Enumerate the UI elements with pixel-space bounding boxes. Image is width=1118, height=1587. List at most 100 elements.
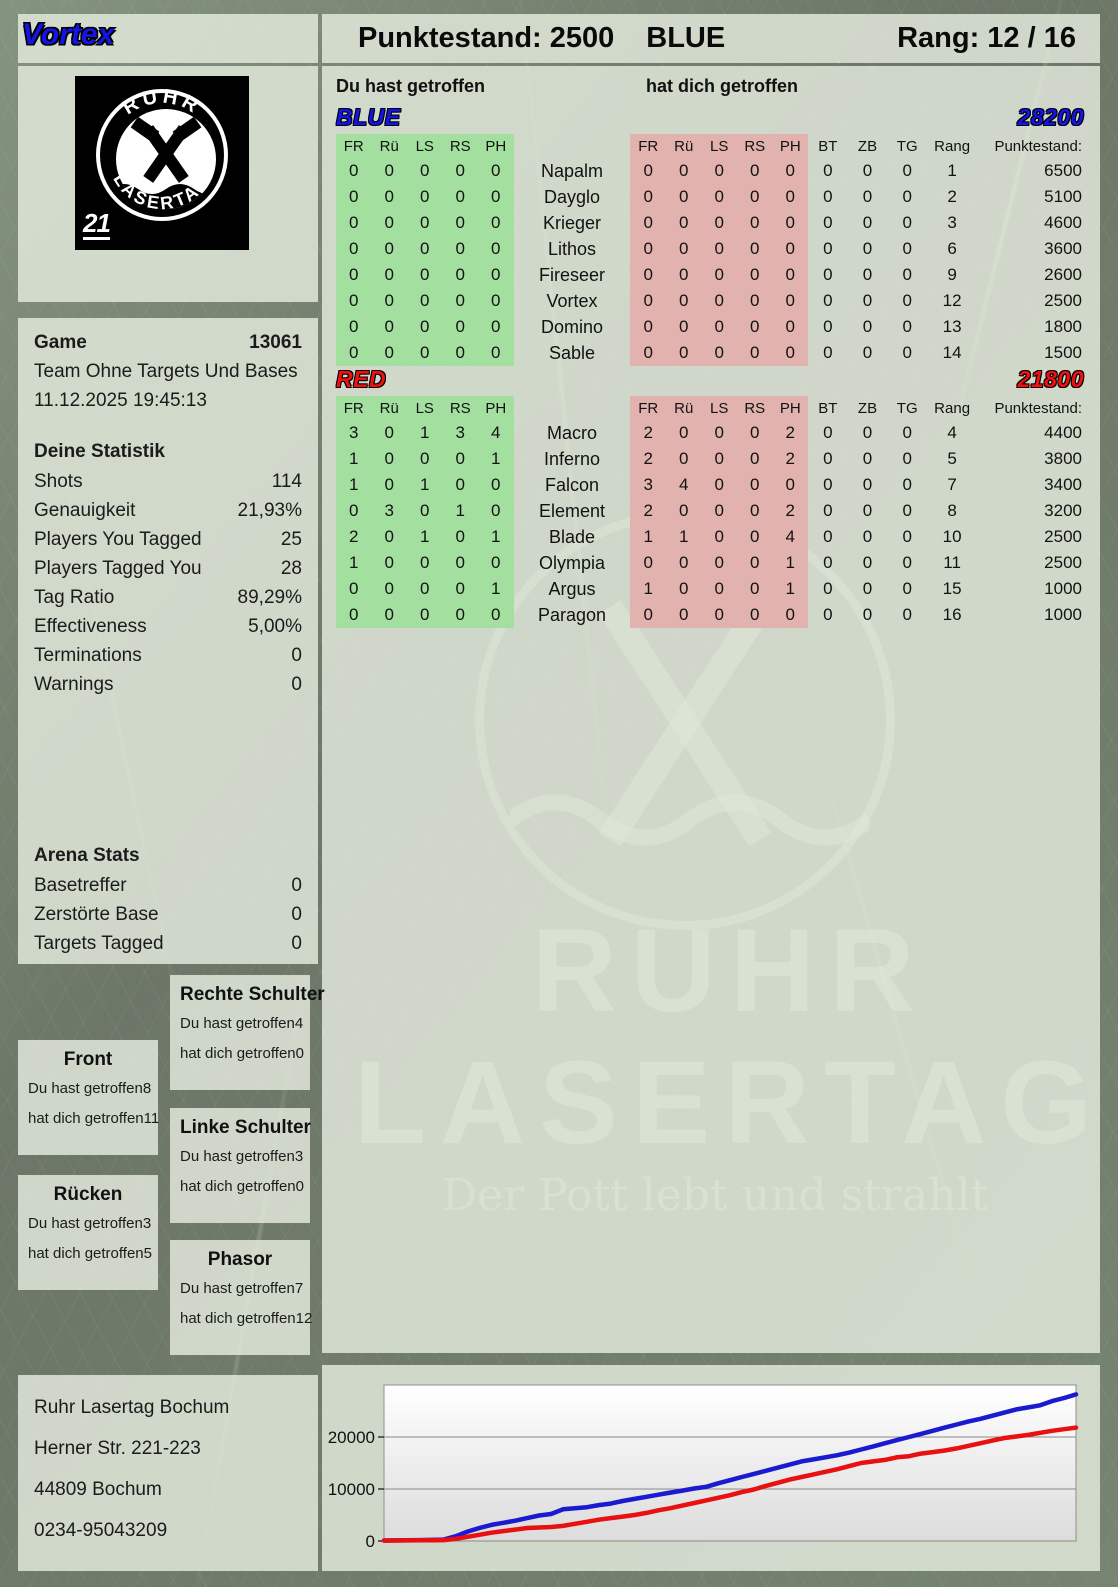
stat-value: 0 [291,645,302,666]
cell-them-RS: 0 [736,236,773,262]
cell-you-Rü: 0 [371,602,407,628]
arena-stat-row: Basetreffer 0 [34,871,302,900]
game-row: Game 13061 [34,328,302,357]
address-line-2: Herner Str. 221-223 [34,1438,201,1459]
table-row[interactable]: 0 3 0 1 0 Element 2 0 0 0 2 0 0 0 8 3200 [336,498,1086,524]
cell-you-FR: 0 [336,340,372,366]
cell-score: 4600 [1044,213,1082,232]
table-row[interactable]: 0 0 0 0 1 Argus 1 0 0 0 1 0 0 0 15 1000 [336,576,1086,602]
table-row[interactable]: 0 0 0 0 0 Vortex 0 0 0 0 0 0 0 0 12 2500 [336,288,1086,314]
cell-you-RS: 0 [442,210,478,236]
table-row[interactable]: 0 0 0 0 0 Sable 0 0 0 0 0 0 0 0 14 1500 [336,340,1086,366]
cell-them-RS: 0 [736,288,773,314]
label-you-hit: Du hast getroffen [336,76,486,96]
bodypart-you-row: Du hast getroffen 7 [180,1274,303,1304]
table-row[interactable]: 0 0 0 0 0 Napalm 0 0 0 0 0 0 0 0 1 6500 [336,158,1086,184]
stat-value: 25 [280,529,302,550]
table-row[interactable]: 0 0 0 0 0 Krieger 0 0 0 0 0 0 0 0 3 4600 [336,210,1086,236]
cell-them-FR: 0 [630,550,666,576]
cell-them-PH: 0 [772,314,808,340]
cell-player-name: Napalm [540,160,603,181]
arena-stat-value: 0 [291,904,302,925]
bodypart-you-label: Du hast getroffen [180,1015,295,1032]
cell-them-Rü: 0 [665,498,702,524]
cell-ZB: 0 [862,475,873,494]
cell-you-Rü: 0 [371,314,407,340]
table-row[interactable]: 1 0 0 0 0 Olympia 0 0 0 0 1 0 0 0 11 2500 [336,550,1086,576]
col-header-score: Punktestand: [994,137,1082,155]
stat-value: 21,93% [237,500,302,521]
cell-player-name: Olympia [538,552,605,573]
cell-BT: 0 [823,553,833,572]
cell-you-FR: 0 [336,576,372,602]
table-row[interactable]: 0 0 0 0 0 Lithos 0 0 0 0 0 0 0 0 6 3600 [336,236,1086,262]
col-header-TG: TG [896,137,918,155]
cell-BT: 0 [823,605,833,624]
cell-you-Rü: 0 [371,472,407,498]
table-row[interactable]: 1 0 0 0 1 Inferno 2 0 0 0 2 0 0 0 5 3800 [336,446,1086,472]
bodypart-title: Rechte Schulter [180,984,325,1005]
cell-you-FR: 3 [336,420,372,446]
cell-ZB: 0 [862,291,873,310]
cell-them-FR: 0 [630,314,666,340]
cell-BT: 0 [823,579,833,598]
cell-you-PH: 0 [478,472,514,498]
header-team: BLUE [646,22,726,54]
cell-them-LS: 0 [701,420,737,446]
cell-you-LS: 1 [407,524,443,550]
stat-label: Warnings [34,674,114,695]
game-datetime: 11.12.2025 19:45:13 [34,390,207,411]
cell-you-Rü: 0 [371,576,407,602]
personal-stats-heading: Deine Statistik [34,441,165,462]
table-row[interactable]: 2 0 1 0 1 Blade 1 1 0 0 4 0 0 0 10 2500 [336,524,1086,550]
cell-them-FR: 2 [630,420,666,446]
table-header-row: FR Rü LS RS PH FR Rü LS RS PH BT ZB TG Rang Punktestan… [336,396,1086,420]
cell-them-FR: 2 [630,498,666,524]
table-row[interactable]: 1 0 1 0 0 Falcon 3 4 0 0 0 0 0 0 7 3400 [336,472,1086,498]
cell-you-FR: 1 [336,472,372,498]
cell-you-Rü: 0 [371,550,407,576]
cell-you-FR: 1 [336,446,372,472]
table-row[interactable]: 3 0 1 3 4 Macro 2 0 0 0 2 0 0 0 4 4400 [336,420,1086,446]
cell-you-FR: 0 [336,314,372,340]
header-summary-panel [322,14,1100,63]
cell-them-RS: 0 [736,576,773,602]
team-total-score: 28200 [1017,104,1084,130]
cell-ZB: 0 [862,213,873,232]
table-row[interactable]: 0 0 0 0 0 Domino 0 0 0 0 0 0 0 0 13 1800 [336,314,1086,340]
cell-BT: 0 [823,187,833,206]
bodypart-them-label: hat dich getroffen [180,1178,296,1195]
stat-row: Players Tagged You 28 [34,554,302,583]
bodypart-them-value: 11 [143,1110,160,1127]
cell-them-Rü: 4 [665,472,702,498]
cell-you-RS: 0 [442,262,478,288]
cell-them-PH: 2 [772,498,808,524]
col-header-Rang: Rang [934,137,971,155]
cell-ZB: 0 [862,317,873,336]
cell-you-PH: 1 [478,576,514,602]
cell-you-Rü: 0 [371,446,407,472]
bodypart-you-label: Du hast getroffen [180,1148,295,1165]
cell-ZB: 0 [862,579,873,598]
table-row[interactable]: 0 0 0 0 0 Paragon 0 0 0 0 0 0 0 0 16 1000 [336,602,1086,628]
cell-them-PH: 0 [772,184,808,210]
bodypart-them-row: hat dich getroffen 0 [180,1172,304,1202]
cell-you-LS: 0 [407,236,443,262]
cell-you-FR: 0 [336,184,372,210]
bodypart-you-row: Du hast getroffen 3 [180,1142,303,1172]
col-header-you-RS: RS [442,134,478,158]
cell-ZB: 0 [862,605,873,624]
cell-BT: 0 [823,317,833,336]
cell-player-name: Falcon [544,474,599,495]
cell-them-FR: 0 [630,210,666,236]
chart-ytick-label: 0 [366,1532,375,1551]
cell-them-LS: 0 [701,446,737,472]
cell-TG: 0 [902,239,912,258]
cell-Rang: 6 [947,239,957,258]
cell-you-Rü: 3 [371,498,407,524]
table-row[interactable]: 0 0 0 0 0 Fireseer 0 0 0 0 0 0 0 0 9 2600 [336,262,1086,288]
col-header-you-FR: FR [336,396,372,420]
team-name: BLUE [336,104,401,130]
cell-you-PH: 0 [478,340,514,366]
table-row[interactable]: 0 0 0 0 0 Dayglo 0 0 0 0 0 0 0 0 2 5100 [336,184,1086,210]
